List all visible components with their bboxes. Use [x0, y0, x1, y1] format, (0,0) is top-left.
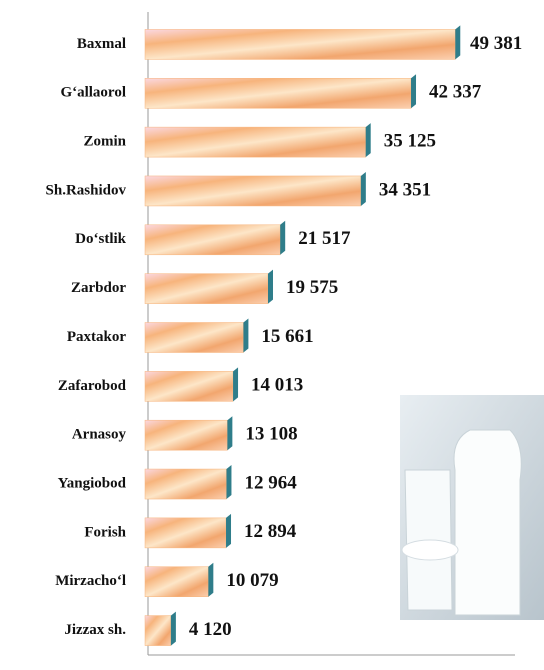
bar	[144, 615, 172, 646]
data-label: 35 125	[384, 130, 436, 151]
bar	[144, 29, 456, 60]
y-tick-label: Zomin	[83, 134, 126, 150]
bar-end	[170, 611, 176, 646]
y-tick-label: Baxmal	[77, 36, 126, 52]
bar	[144, 273, 269, 304]
y-tick-label: Zarbdor	[71, 280, 126, 296]
bar	[144, 126, 366, 158]
data-label: 21 517	[298, 228, 351, 249]
y-tick-label: Yangiobod	[58, 475, 127, 491]
bar	[144, 78, 412, 109]
bar	[144, 371, 234, 402]
data-label: 13 108	[245, 424, 297, 445]
bar-end	[411, 74, 417, 109]
data-label: 19 575	[286, 277, 338, 298]
bar	[144, 566, 209, 597]
y-tick-label: Sh.Rashidov	[46, 182, 127, 198]
bar-end	[233, 367, 239, 402]
bar-end	[455, 25, 461, 60]
bar	[144, 468, 227, 500]
y-tick-label: Arnasoy	[72, 427, 127, 443]
bar	[144, 175, 362, 207]
bar-end	[208, 562, 214, 597]
y-tick-label: Jizzax sh.	[64, 622, 126, 638]
data-label: 15 661	[261, 326, 313, 347]
data-label: 49 381	[470, 33, 522, 54]
bar-end	[226, 513, 232, 548]
data-label: 12 894	[244, 521, 297, 542]
y-tick-label: Zafarobod	[58, 378, 127, 394]
data-label: 14 013	[251, 375, 303, 396]
bar	[144, 419, 228, 451]
y-tick-label: Mirzacho‘l	[55, 573, 126, 589]
bar	[144, 224, 281, 256]
y-tick-label: G‘allaorol	[60, 85, 126, 101]
bar-end	[365, 123, 371, 158]
y-tick-label: Paxtakor	[67, 329, 127, 345]
bar-end	[280, 220, 286, 255]
data-label: 4 120	[189, 619, 232, 640]
y-tick-label: Do‘stlik	[75, 231, 126, 247]
y-tick-label: Forish	[84, 524, 126, 540]
bar-end	[243, 318, 249, 353]
bar-end	[267, 269, 273, 304]
bar-end	[226, 465, 232, 500]
data-label: 42 337	[429, 82, 482, 103]
bar	[144, 322, 244, 353]
data-label: 34 351	[379, 179, 431, 200]
milk-photo	[400, 395, 544, 620]
data-label: 12 964	[244, 472, 297, 493]
bar-end	[360, 171, 366, 206]
data-label: 10 079	[226, 570, 278, 591]
bar	[144, 517, 227, 549]
bar-end	[227, 416, 233, 451]
